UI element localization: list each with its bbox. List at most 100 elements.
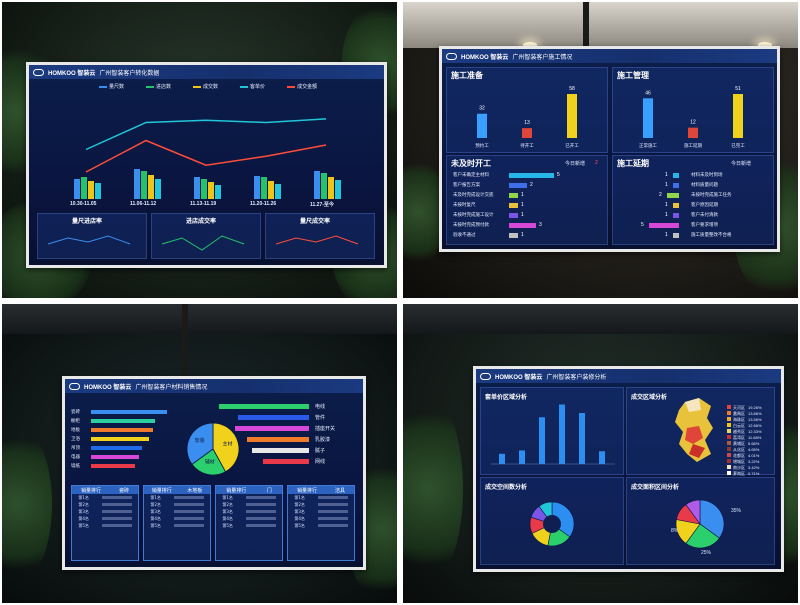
sub-chart-title: 进店成交率 — [186, 219, 217, 225]
region-pct: 12.66% — [748, 423, 762, 428]
region-pct: 13.86% — [748, 411, 762, 416]
row-bar — [509, 183, 527, 188]
legend-swatch — [727, 435, 731, 439]
item-label: 地板 — [71, 427, 80, 432]
row-bar — [509, 193, 518, 198]
bar-category: 施工延期 — [684, 142, 702, 149]
cloud-logo-icon — [69, 382, 80, 390]
today-count: 2 — [595, 160, 598, 166]
item-label: 卫浴 — [71, 436, 80, 441]
rank-cell: 第1名 — [150, 494, 161, 500]
screen-header: HOMKOO 智装云 广州智装客户转化数据 — [29, 65, 384, 79]
photo-construction-dashboard: HOMKOO 智装云 广州智装客户施工情况 施工准备 32 预约工 13 待开工 58 已… — [403, 2, 798, 298]
header-cell: 门 — [266, 487, 272, 494]
row-label: 材料质量问题 — [691, 182, 718, 187]
rank-cell: 第4名 — [78, 515, 89, 521]
item-label: 插座开关 — [315, 426, 336, 432]
sub-line-path — [161, 235, 245, 251]
sub-chart-panel: 量尺进店率 — [37, 213, 147, 259]
item-bar — [91, 410, 167, 414]
item-bar — [91, 419, 155, 423]
row-value: 1 — [521, 212, 524, 218]
brand-label: HOMKOO 智装云 — [48, 70, 96, 77]
region-legend-row: 萝岗区 0.71% — [727, 460, 759, 479]
value-cell — [245, 517, 276, 520]
value-cell — [245, 503, 276, 506]
header-cell: 销量排行 — [151, 487, 172, 494]
item-label: 电线 — [315, 404, 326, 410]
panel-title: 成交区域分析 — [631, 395, 668, 401]
region-name: 荔湾区 — [733, 435, 745, 440]
period-label: 10.30-11.05 — [70, 201, 97, 207]
rank-table-row: 第4名 — [216, 515, 282, 522]
sub-line — [47, 235, 131, 245]
bar — [95, 183, 101, 199]
bar-category: 待开工 — [520, 142, 534, 149]
rank-table-row: 第4名 — [288, 515, 354, 522]
row-label: 验收不通过 — [453, 232, 476, 237]
sub-chart-panel: 进店成交率 — [151, 213, 261, 259]
tv-screen-1: HOMKOO 智装云 广州智装客户转化数据 量尺数 进店数 成交数 客单价 成交金额 量… — [26, 62, 387, 268]
row-bar — [509, 213, 518, 218]
bar-value: 51 — [735, 86, 741, 92]
rank-cell: 第2名 — [150, 501, 161, 507]
period-label: 11.13-11.19 — [190, 201, 217, 207]
item-label: 橱柜 — [71, 418, 80, 423]
pie-slice — [212, 422, 240, 473]
sub-line-path — [47, 235, 131, 245]
rank-table-row: 第1名 — [72, 494, 138, 501]
region-pct: 4.01% — [748, 453, 760, 458]
rank-cell: 第2名 — [222, 501, 233, 507]
value-cell — [173, 517, 204, 520]
rank-cell: 第3名 — [222, 508, 233, 514]
region-legend-row: 荔湾区 11.68% — [727, 424, 761, 443]
cloud-logo-icon — [446, 52, 457, 60]
row-value: 1 — [665, 232, 668, 238]
panel-title: 成交空间数分析 — [485, 485, 528, 491]
rank-cell: 第2名 — [78, 501, 89, 507]
row-value: 2 — [659, 192, 662, 198]
cloud-logo-icon — [480, 372, 491, 380]
value-cell — [101, 510, 132, 513]
panel-title: 施工准备 — [451, 71, 483, 80]
rank-table-row: 第2名 — [216, 501, 282, 508]
bar — [688, 127, 698, 138]
today-label: 今日新增 — [731, 161, 752, 167]
bar — [261, 177, 267, 199]
legend-swatch — [727, 423, 731, 427]
legend-item: 成交数 — [193, 83, 218, 90]
rank-cell: 第3名 — [150, 508, 161, 514]
item-label: 管件 — [315, 415, 326, 421]
value-cell — [317, 524, 348, 527]
row-label: 未按时复尺 — [453, 202, 476, 207]
region-pct: 4.65% — [748, 447, 760, 452]
row-label: 客户报告方案 — [453, 182, 480, 187]
region-legend-row: 从化区 4.65% — [727, 436, 759, 455]
today-label: 今日新增 — [565, 161, 586, 167]
row-label: 材料未及时到场 — [691, 172, 723, 177]
sub-chart-panel: 量尺成交率 — [265, 213, 375, 259]
bar — [254, 176, 260, 199]
bar-value: 12 — [690, 120, 696, 126]
legend-swatch — [727, 459, 731, 463]
series-line-cyan — [85, 118, 327, 151]
bar — [155, 179, 161, 199]
row-label: 客户原因延期 — [691, 202, 718, 207]
item-bar — [91, 428, 154, 432]
legend-item: 量尺数 — [99, 83, 124, 90]
pie-label: 软装 — [195, 437, 205, 444]
legend-item: 成交金额 — [287, 83, 317, 90]
bar-value: 58 — [569, 86, 575, 92]
rank-table-row: 第2名 — [144, 501, 210, 508]
value-cell — [317, 503, 348, 506]
region-pct: 3.42% — [748, 465, 760, 470]
sub-line-path — [275, 235, 359, 245]
value-cell — [245, 496, 276, 499]
value-cell — [101, 496, 132, 499]
item-label: 电器 — [71, 454, 80, 459]
row-bar — [509, 173, 554, 178]
value-cell — [245, 510, 276, 513]
bar — [74, 179, 80, 199]
bar — [567, 94, 577, 138]
